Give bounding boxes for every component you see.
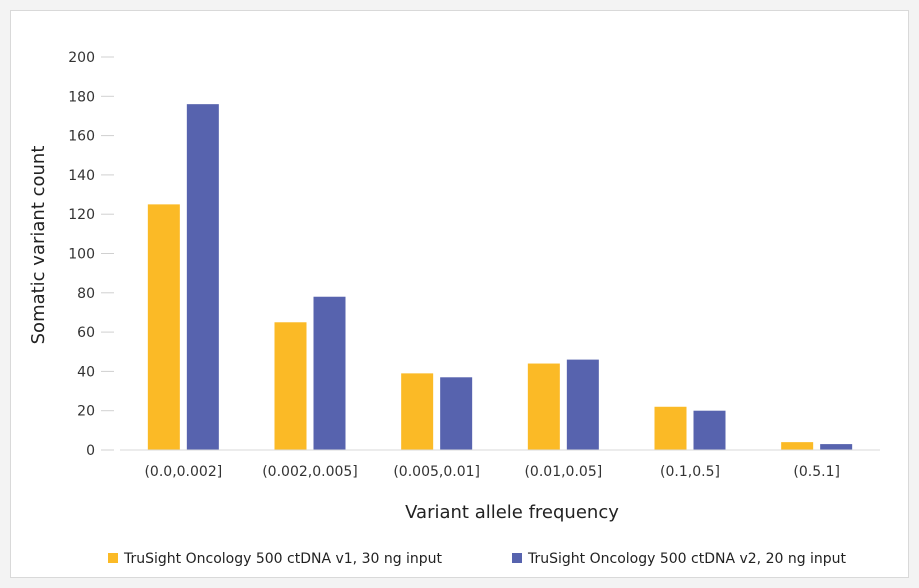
bar-v2 (693, 410, 726, 450)
x-tick-label: (0.01,0.05] (524, 464, 602, 480)
bar-v2 (566, 359, 599, 450)
x-tick-label: (0.005,0.01] (393, 464, 480, 480)
bar-v1 (147, 204, 180, 450)
legend-swatch (512, 553, 522, 563)
bar-v1 (401, 373, 434, 450)
y-tick-label: 60 (77, 325, 95, 341)
x-axis-title: Variant allele frequency (405, 502, 619, 523)
y-tick-label: 100 (68, 247, 95, 263)
bar-v2 (820, 444, 853, 450)
x-axis-ticks: (0.0,0.002] (0.002,0.005] (0.005,0.01] (0.0… (144, 464, 839, 480)
bar-v1 (654, 406, 687, 450)
bar-v2 (313, 296, 346, 450)
y-axis-title: Somatic variant count (28, 146, 49, 345)
y-tick-label: 120 (68, 207, 95, 223)
y-axis-ticks: 0 20 40 60 80 100 120 140 160 180 200 (68, 50, 114, 459)
bar-v1 (527, 363, 560, 450)
bar-v1 (274, 322, 307, 450)
y-tick-label: 140 (68, 168, 95, 184)
x-tick-label: (0.002,0.005] (262, 464, 358, 480)
y-tick-label: 80 (77, 286, 95, 302)
bar-v1 (781, 442, 814, 450)
y-tick-label: 180 (68, 89, 95, 105)
y-tick-label: 20 (77, 404, 95, 420)
y-tick-label: 200 (68, 50, 95, 66)
legend-swatch (108, 553, 118, 563)
legend: TruSight Oncology 500 ctDNA v1, 30 ng in… (108, 551, 847, 567)
bar-v2 (440, 377, 473, 450)
legend-label: TruSight Oncology 500 ctDNA v2, 20 ng in… (527, 551, 847, 567)
bar-v2 (186, 104, 219, 450)
y-tick-label: 40 (77, 364, 95, 380)
bars (147, 104, 853, 450)
x-tick-label: (0.1,0.5] (660, 464, 720, 480)
y-tick-label: 0 (86, 443, 95, 459)
x-tick-label: (0.5.1] (793, 464, 840, 480)
legend-label: TruSight Oncology 500 ctDNA v1, 30 ng in… (123, 551, 443, 567)
x-tick-label: (0.0,0.002] (144, 464, 222, 480)
y-tick-label: 160 (68, 129, 95, 145)
